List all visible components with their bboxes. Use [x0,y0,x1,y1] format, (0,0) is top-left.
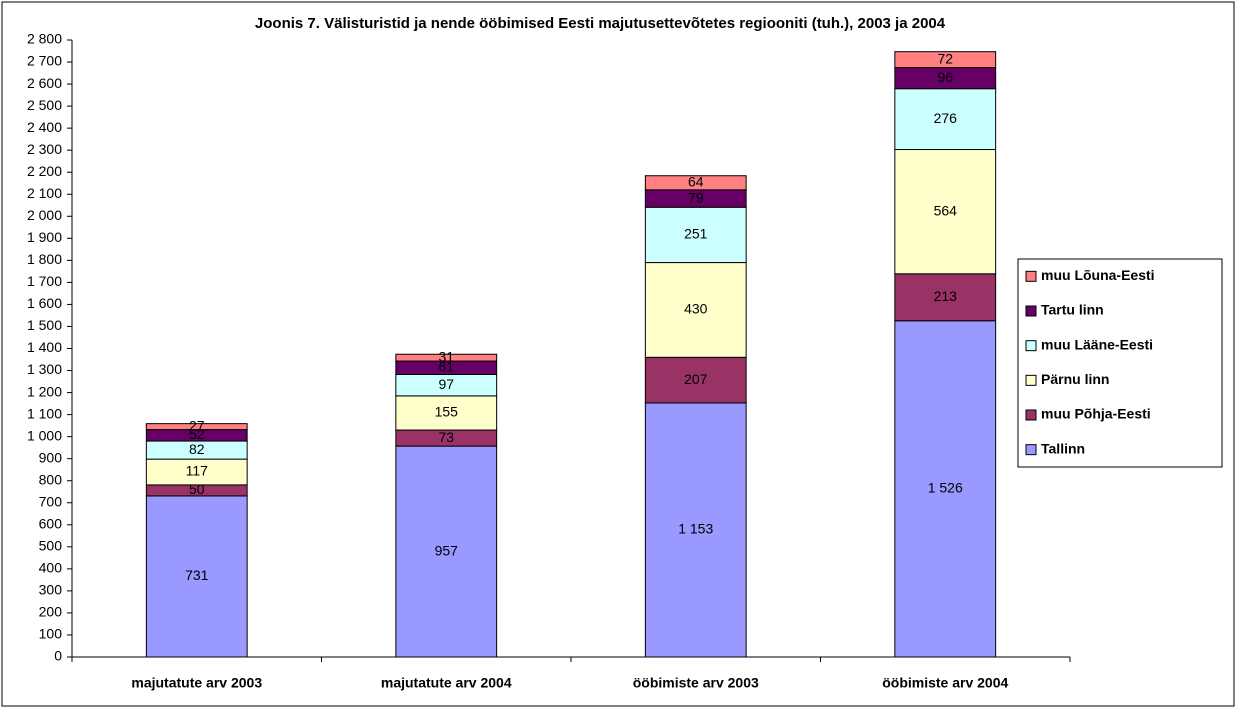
bar-segment [145,423,248,431]
legend-swatch [1025,340,1037,352]
data-label: 97 [438,376,454,392]
data-label: 1 153 [678,521,713,537]
y-tick-label: 0 [54,648,62,664]
legend-swatch [1025,305,1037,317]
y-tick-label: 1 900 [27,229,62,245]
bar-segment [644,175,747,191]
bar-segment [644,262,747,358]
y-tick-label: 900 [39,449,63,465]
y-tick-label: 2 100 [27,185,62,201]
y-tick-label: 1 000 [27,427,62,443]
data-label: 957 [435,542,459,558]
y-tick-label: 2 600 [27,75,62,91]
data-label: 117 [186,463,209,479]
bar-segment [145,458,248,486]
bar-segment [894,88,997,151]
data-label: 72 [937,50,953,66]
bar-segment [395,445,498,658]
bar-segment [395,353,498,362]
legend-label: Pärnu linn [1041,371,1109,387]
data-label: 207 [684,371,708,387]
data-label: 276 [934,110,958,126]
legend-label: muu Lääne-Eesti [1041,336,1153,352]
data-label: 73 [438,429,454,445]
y-tick-label: 100 [39,626,63,642]
legend-swatch [1025,444,1037,456]
y-tick-label: 500 [39,538,63,554]
x-tick-label: ööbimiste arv 2004 [882,675,1008,691]
data-label: 64 [688,173,704,189]
x-tick-label: majutatute arv 2003 [131,675,262,691]
y-tick-label: 2 700 [27,53,62,69]
bar-segment [894,149,997,275]
y-tick-label: 300 [39,582,63,598]
bar-segment [894,320,997,658]
data-label: 1 526 [928,480,963,496]
y-tick-label: 700 [39,493,63,509]
y-tick-label: 1 300 [27,361,62,377]
y-tick-label: 1 700 [27,273,62,289]
data-label: 82 [189,441,205,457]
data-label: 79 [688,189,704,205]
bar-segment [894,273,997,322]
legend-label: muu Põhja-Eesti [1041,406,1151,422]
y-tick-label: 600 [39,515,63,531]
legend-box [1017,258,1223,468]
legend-label: Tallinn [1041,440,1085,456]
data-label: 430 [684,301,708,317]
y-tick-label: 1 800 [27,251,62,267]
bar-segment [644,206,747,264]
data-label: 31 [438,348,454,364]
chart-title: Joonis 7. Välisturistid ja nende ööbimis… [255,15,946,32]
data-label: 731 [185,567,209,583]
y-tick-label: 2 000 [27,207,62,223]
bar-segment [644,402,747,658]
y-tick-label: 1 600 [27,295,62,311]
bar-segment [145,495,248,658]
legend-swatch [1025,409,1037,421]
data-label: 27 [189,417,205,433]
data-label: 155 [435,404,459,420]
y-tick-label: 2 800 [27,31,62,47]
y-tick-label: 2 300 [27,141,62,157]
bar-segment [395,395,498,431]
y-tick-label: 400 [39,560,63,576]
bar-segment [644,356,747,404]
bar-segment [894,51,997,69]
data-label: 251 [684,226,708,242]
y-tick-label: 1 200 [27,383,62,399]
legend-label: Tartu linn [1041,302,1104,318]
x-tick-label: ööbimiste arv 2003 [633,675,759,691]
y-tick-label: 1 100 [27,405,62,421]
y-tick-label: 800 [39,471,63,487]
data-label: 213 [934,288,958,304]
legend-swatch [1025,374,1037,386]
y-tick-label: 200 [39,604,63,620]
y-tick-label: 2 500 [27,97,62,113]
y-tick-label: 2 200 [27,163,62,179]
y-tick-label: 2 400 [27,119,62,135]
y-tick-label: 1 400 [27,339,62,355]
data-label: 564 [934,202,958,218]
data-label: 96 [937,69,953,85]
x-tick-label: majutatute arv 2004 [381,675,512,691]
legend-label: muu Lõuna-Eesti [1041,267,1155,283]
y-tick-label: 1 500 [27,317,62,333]
data-label: 61 [438,358,454,374]
legend-swatch [1025,270,1037,282]
